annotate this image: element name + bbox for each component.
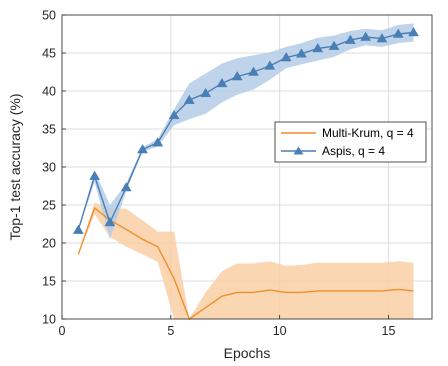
y-tick-label: 40 [42, 85, 56, 99]
point-aspis [216, 77, 228, 88]
point-aspis [183, 94, 195, 104]
series-markers [72, 26, 419, 234]
y-tick-label: 30 [42, 161, 56, 175]
point-aspis [168, 109, 180, 120]
point-aspis [104, 216, 116, 227]
x-tick-label: 0 [59, 324, 66, 338]
y-tick-label: 25 [42, 199, 56, 213]
point-aspis [344, 34, 356, 44]
point-aspis [137, 144, 148, 154]
point-aspis [72, 224, 84, 234]
legend-label-multi-krum: Multi-Krum, q = 4 [322, 126, 414, 140]
point-aspis [248, 66, 259, 76]
y-axis-title: Top-1 test accuracy (%) [7, 93, 23, 240]
point-aspis [360, 31, 372, 41]
point-aspis [312, 42, 324, 53]
y-tick-label: 50 [42, 9, 56, 23]
legend-marker-aspis [293, 146, 304, 155]
y-tick-label: 10 [42, 313, 56, 327]
band-multi-krum [78, 202, 414, 319]
point-aspis [408, 26, 419, 37]
point-aspis [264, 60, 276, 70]
point-aspis [328, 40, 340, 50]
point-aspis [376, 33, 388, 43]
line-aspis [77, 31, 414, 231]
line-multi-krum [77, 206, 414, 321]
legend: Multi-Krum, q = 4 Aspis, q = 4 [274, 121, 427, 163]
point-aspis [152, 137, 164, 147]
x-tick-label: 5 [167, 324, 174, 338]
point-aspis [392, 28, 404, 38]
y-tick-label: 20 [42, 237, 56, 251]
axis-ticks: 0 5 10 15 10 15 20 25 30 35 40 45 50 [42, 9, 395, 339]
x-tick-label: 15 [382, 324, 396, 338]
point-aspis [231, 71, 243, 81]
y-tick-label: 45 [42, 47, 56, 61]
point-aspis [200, 87, 212, 98]
point-aspis [89, 170, 101, 180]
x-tick-label: 10 [273, 324, 287, 338]
y-tick-label: 15 [42, 275, 56, 289]
legend-box [274, 121, 427, 163]
series-lines [77, 31, 414, 321]
x-axis-title: Epochs [224, 345, 271, 361]
y-tick-label: 35 [42, 123, 56, 137]
legend-label-aspis: Aspis, q = 4 [322, 144, 385, 158]
point-aspis [120, 182, 132, 192]
point-aspis [295, 48, 307, 58]
point-aspis [280, 52, 292, 62]
